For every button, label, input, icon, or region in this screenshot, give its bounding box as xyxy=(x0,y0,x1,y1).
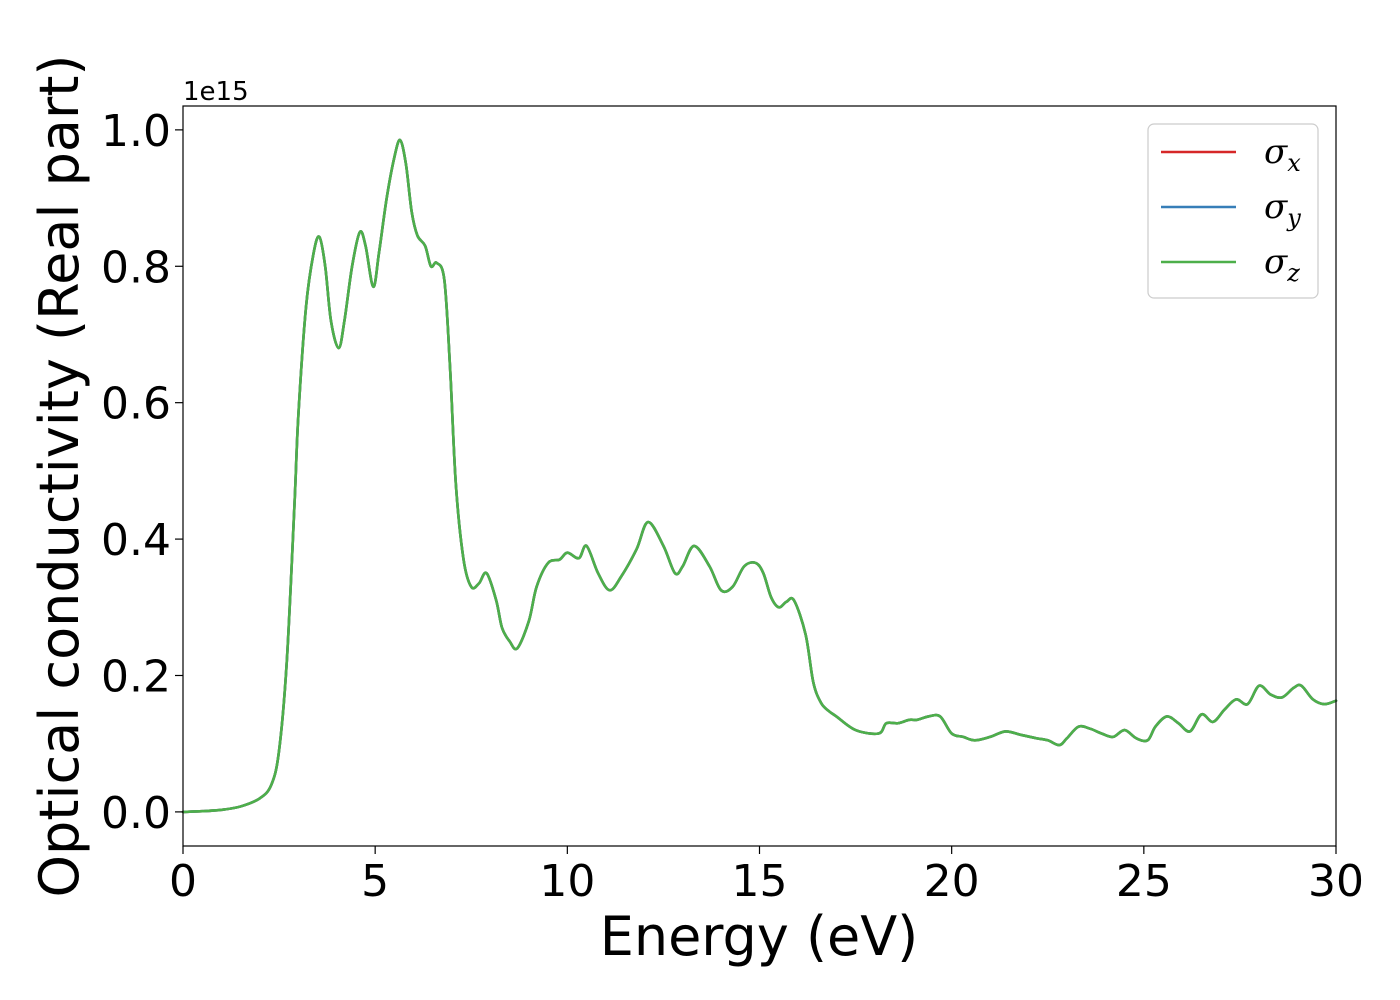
series-layer xyxy=(181,138,1338,814)
x-axis-ticks: 0 5 10 15 20 25 30 xyxy=(169,846,1364,907)
legend: σx σy σz xyxy=(1147,123,1319,299)
y-tick-label: 0.8 xyxy=(101,242,171,293)
plot-area xyxy=(183,106,1336,846)
y-tick-label: 0.0 xyxy=(101,788,171,839)
x-axis-label: Energy (eV) xyxy=(600,905,919,968)
series-line-z xyxy=(181,138,1338,814)
y-axis-ticks: 0.0 0.2 0.4 0.6 0.8 1.0 xyxy=(101,106,183,839)
x-tick-label: 30 xyxy=(1308,856,1364,907)
legend-label-x: σx xyxy=(1264,132,1301,177)
x-tick-label: 20 xyxy=(924,856,980,907)
y-tick-label: 1.0 xyxy=(101,106,171,157)
y-tick-label: 0.2 xyxy=(101,651,171,702)
x-tick-label: 15 xyxy=(732,856,788,907)
y-tick-label: 0.6 xyxy=(101,379,171,430)
y-offset-label: 1e15 xyxy=(183,77,249,107)
x-tick-label: 0 xyxy=(169,856,197,907)
y-tick-label: 0.4 xyxy=(101,515,171,566)
legend-label-y: σy xyxy=(1264,187,1301,232)
legend-box xyxy=(1147,123,1319,299)
x-tick-label: 5 xyxy=(361,856,389,907)
x-tick-label: 25 xyxy=(1116,856,1172,907)
y-axis-label: Optical conductivity (Real part) xyxy=(28,55,91,898)
legend-label-z: σz xyxy=(1264,242,1300,287)
x-tick-label: 10 xyxy=(539,856,595,907)
